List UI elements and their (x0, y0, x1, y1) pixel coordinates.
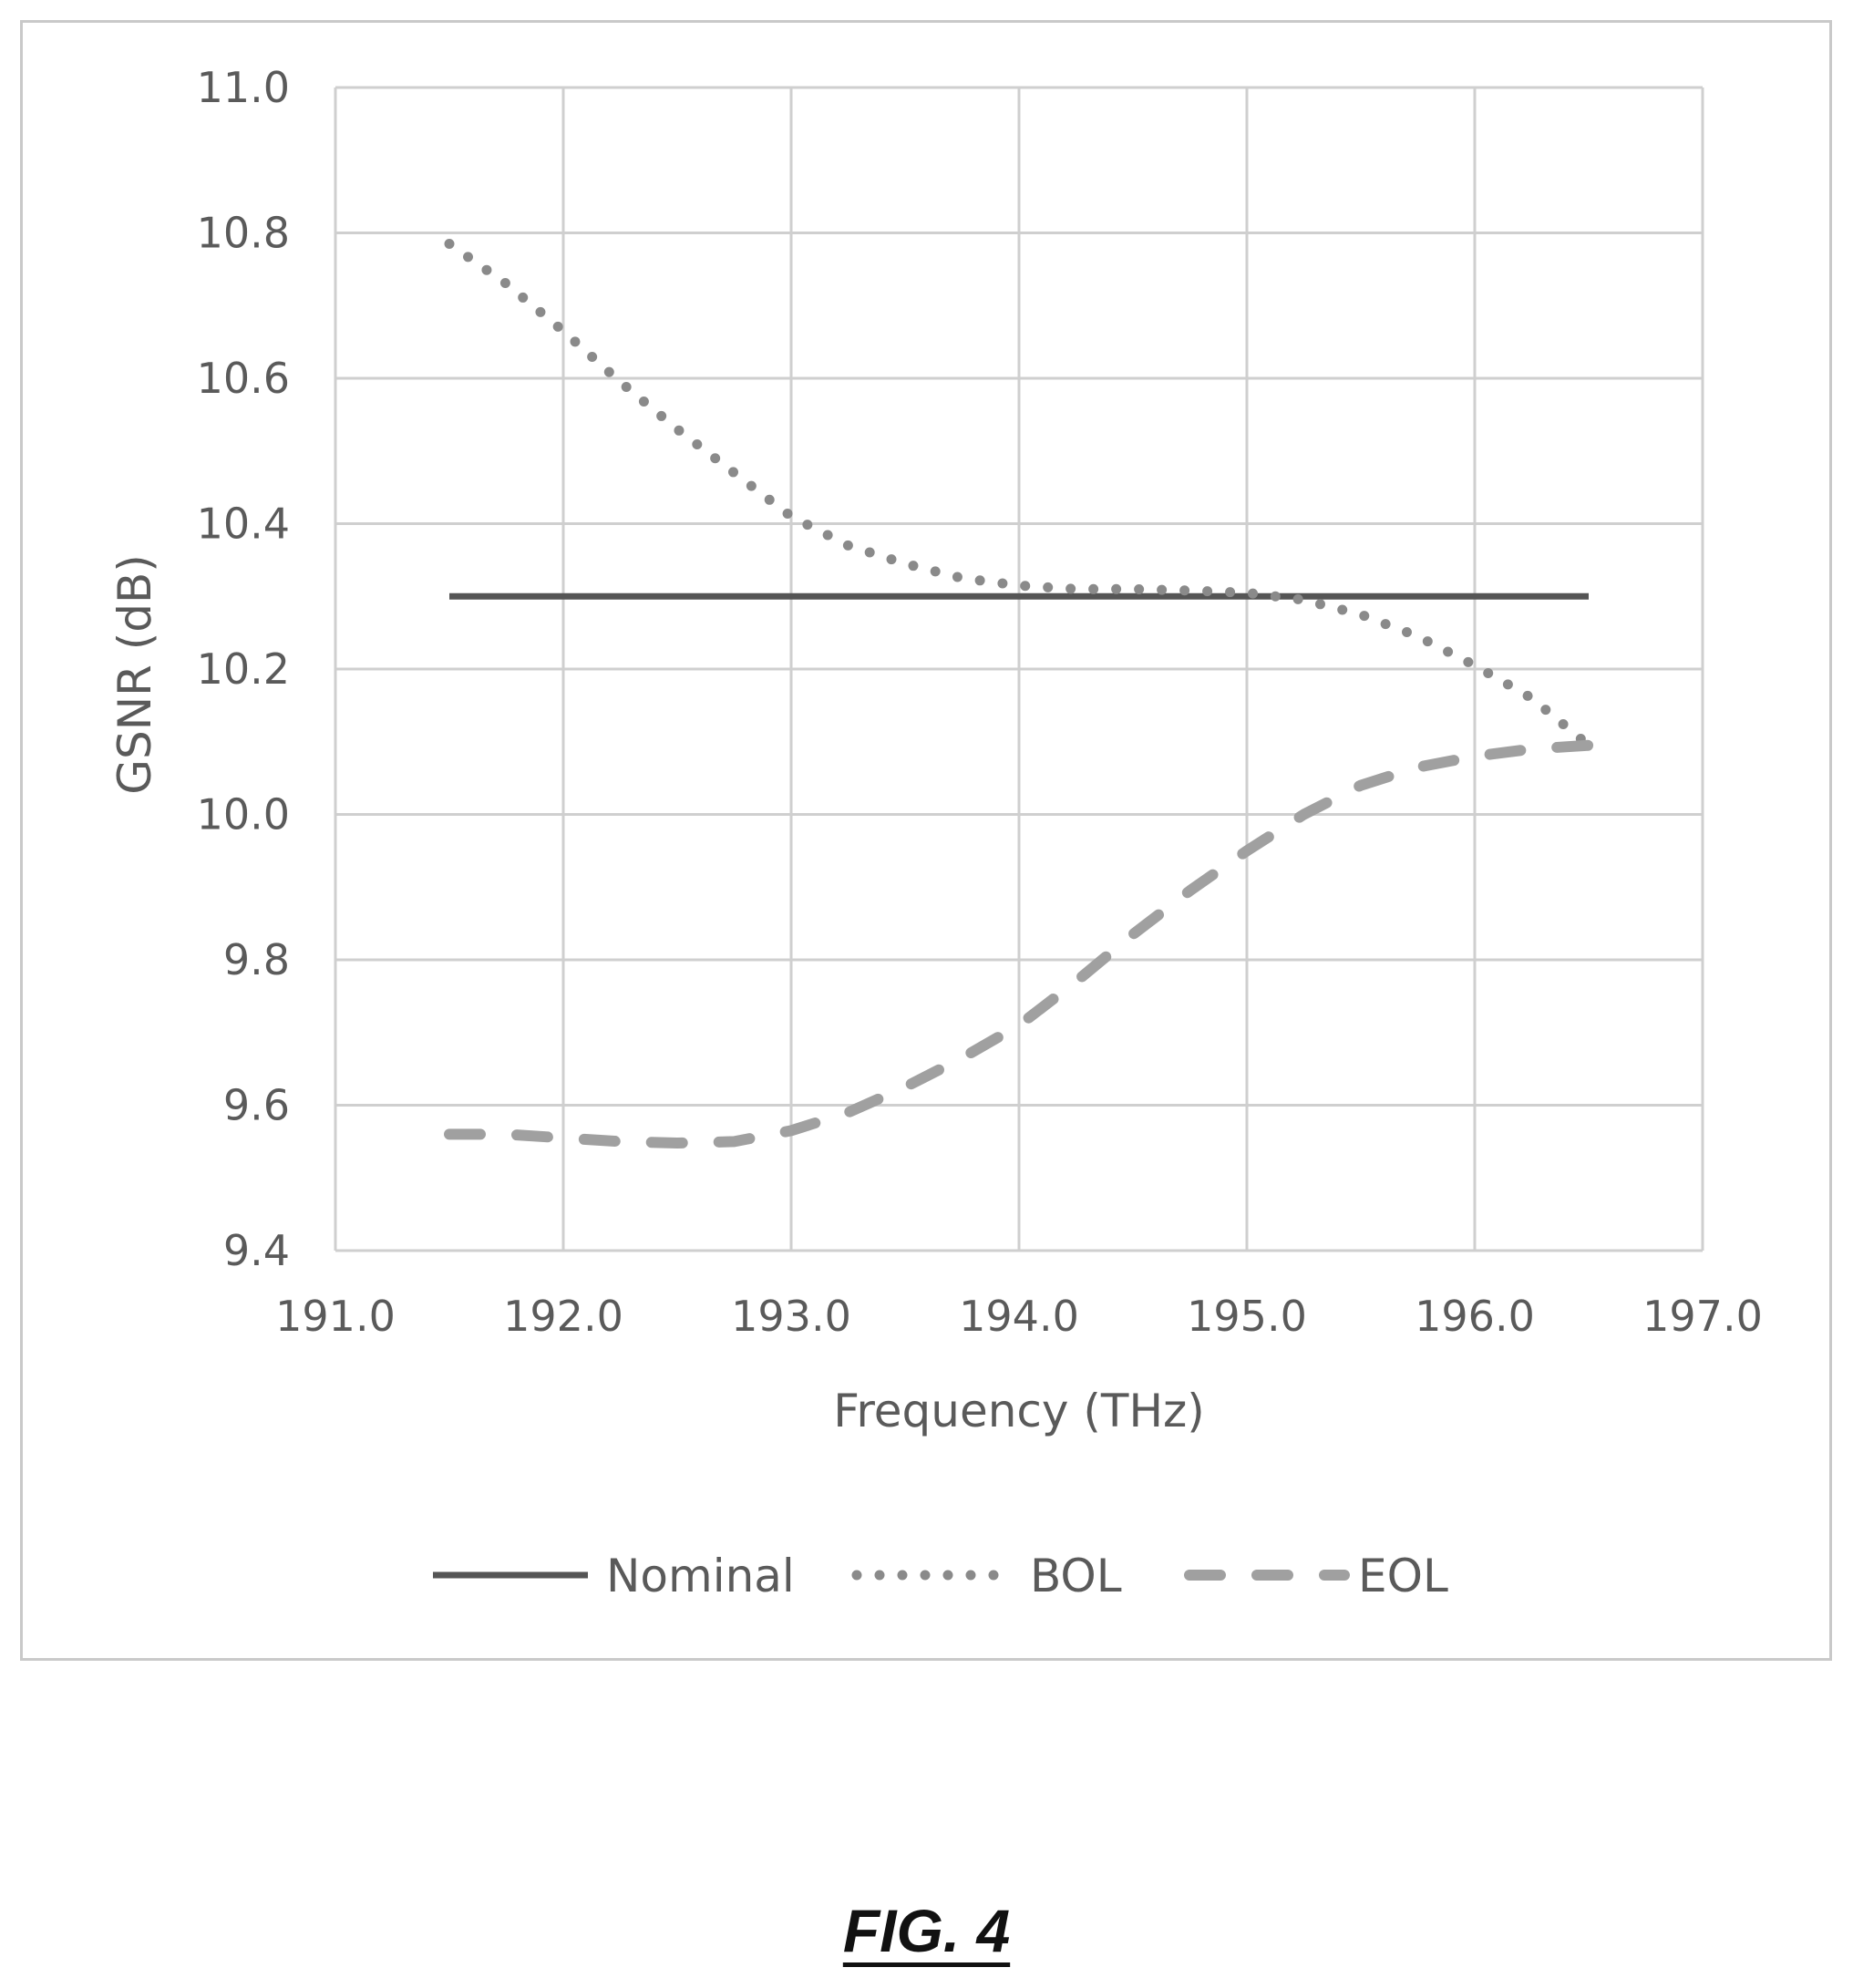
figure-label: FIG. 4 (842, 1897, 1011, 1964)
x-tick-label: 193.0 (731, 1292, 851, 1341)
legend-label-nominal: Nominal (606, 1550, 795, 1602)
x-tick-label: 197.0 (1642, 1292, 1763, 1341)
series-layer (444, 239, 1594, 1149)
y-tick-label: 10.0 (197, 790, 290, 839)
x-axis-title: Frequency (THz) (833, 1385, 1205, 1437)
x-tick-label: 194.0 (959, 1292, 1079, 1341)
y-tick-label: 9.8 (223, 935, 290, 984)
y-axis-title: GSNR (dB) (108, 554, 161, 795)
x-tick-label: 192.0 (503, 1292, 623, 1341)
y-tick-label: 10.2 (197, 644, 290, 694)
y-tick-label: 9.6 (223, 1081, 290, 1130)
y-tick-label: 11.0 (197, 63, 290, 112)
chart-svg: 11.0 10.8 10.6 10.4 10.2 10.0 9.8 9.6 9.4 191.0 19… (108, 63, 1763, 1602)
x-tick-label: 195.0 (1187, 1292, 1307, 1341)
x-tick-label: 191.0 (275, 1292, 396, 1341)
grid-layer (334, 86, 1704, 1252)
y-tick-label: 10.8 (197, 209, 290, 258)
legend: Nominal BOL EOL (433, 1550, 1448, 1602)
tick-layer: 11.0 10.8 10.6 10.4 10.2 10.0 9.8 9.6 9.4 191.0 19… (197, 63, 1763, 1341)
y-tick-label: 10.6 (197, 354, 290, 403)
x-tick-label: 196.0 (1415, 1292, 1535, 1341)
y-tick-label: 10.4 (197, 500, 290, 549)
y-tick-label: 9.4 (223, 1226, 290, 1275)
legend-label-bol: BOL (1030, 1550, 1122, 1602)
legend-label-eol: EOL (1358, 1550, 1448, 1602)
chart-frame (20, 20, 1832, 1661)
